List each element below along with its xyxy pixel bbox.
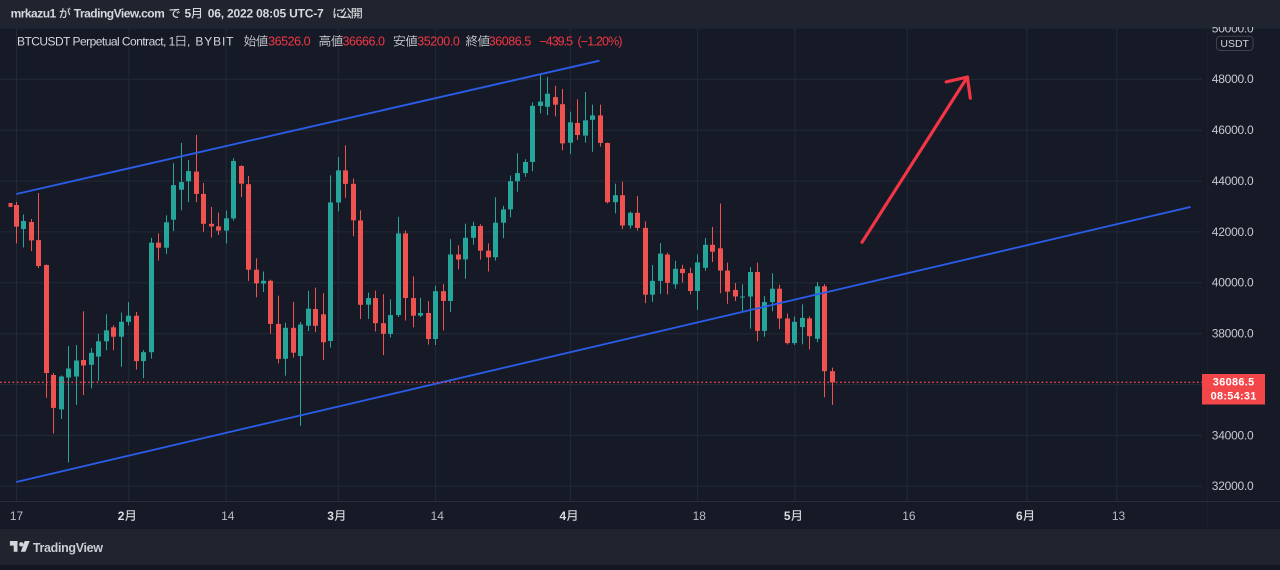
svg-text:32000.0: 32000.0 [1212,479,1254,493]
svg-text:08:54:31: 08:54:31 [1211,391,1257,403]
svg-text:35200.0: 35200.0 [417,35,460,49]
svg-text:06, 2022 08:05 UTC-7: 06, 2022 08:05 UTC-7 [208,7,324,21]
svg-text:13: 13 [1112,509,1126,523]
svg-text:3: 3 [327,509,334,523]
svg-text:14: 14 [221,509,235,523]
svg-text:16: 16 [902,509,916,523]
svg-text:−439.5: −439.5 [539,35,573,49]
svg-text:6: 6 [1016,509,1023,523]
svg-text:34000.0: 34000.0 [1212,428,1254,442]
svg-text:TradingView: TradingView [33,541,103,555]
svg-text:46000.0: 46000.0 [1212,123,1254,137]
svg-text:mrkazu1: mrkazu1 [11,7,57,21]
svg-text:17: 17 [10,509,24,523]
svg-text:40000.0: 40000.0 [1212,276,1254,290]
svg-text:42000.0: 42000.0 [1212,225,1254,239]
svg-text:36086.5: 36086.5 [489,35,532,49]
svg-text:BTCUSDT Perpetual Contract, 1: BTCUSDT Perpetual Contract, 1 [17,35,176,49]
svg-text:36666.0: 36666.0 [343,35,386,49]
svg-text:14: 14 [431,509,445,523]
svg-text:18: 18 [693,509,707,523]
svg-text:4: 4 [560,509,567,523]
svg-text:38000.0: 38000.0 [1212,327,1254,341]
svg-text:36526.0: 36526.0 [268,35,311,49]
svg-text:5: 5 [784,509,791,523]
svg-text:, BYBIT: , BYBIT [187,35,234,49]
svg-text:5: 5 [185,7,192,21]
svg-text:2: 2 [118,509,125,523]
svg-text:TradingView.com: TradingView.com [74,7,165,21]
svg-text:44000.0: 44000.0 [1212,174,1254,188]
svg-text:36086.5: 36086.5 [1213,377,1254,389]
svg-text:(−1.20%): (−1.20%) [578,35,623,49]
svg-text:48000.0: 48000.0 [1212,72,1254,86]
svg-text:USDT: USDT [1220,38,1249,50]
